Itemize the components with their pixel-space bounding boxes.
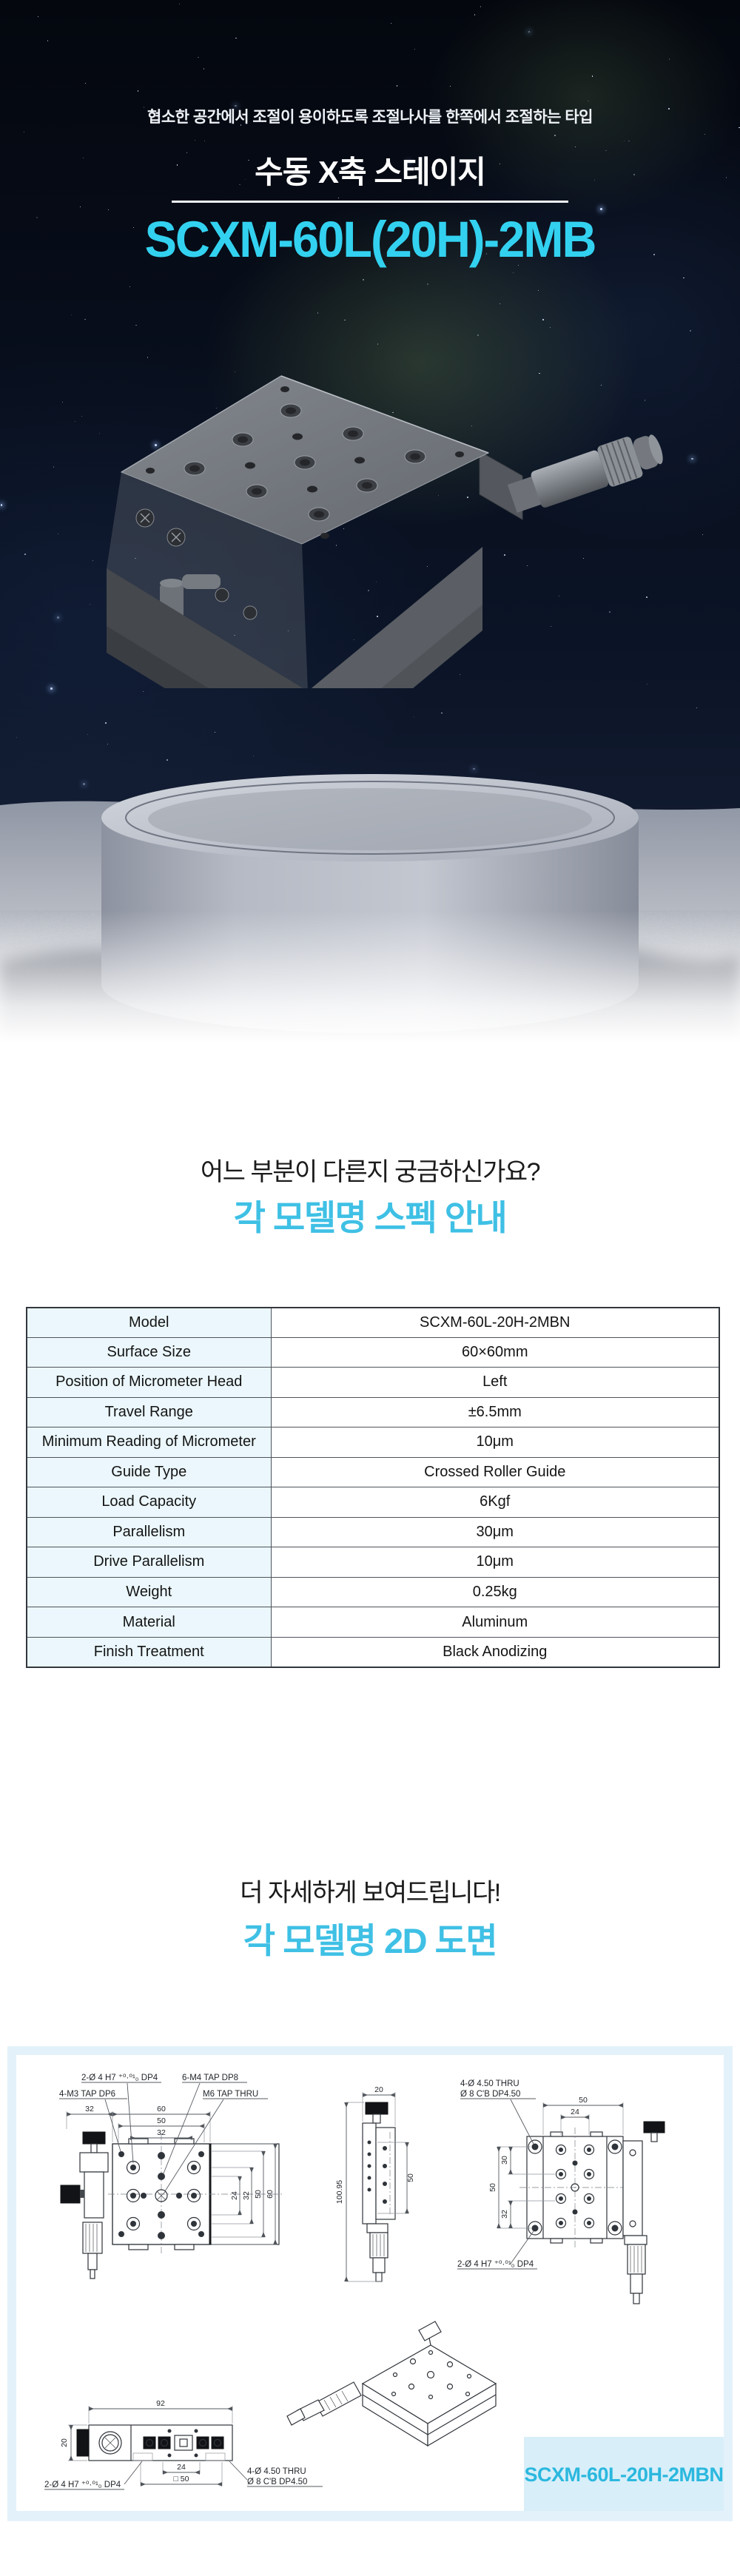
spec-value: 0.25kg (270, 1576, 720, 1608)
view-plan: 32 60 50 32 (59, 2074, 283, 2279)
spec-label: Parallelism (26, 1516, 272, 1548)
hero-section: 협소한 공간에서 조절이 용이하도록 조절나사를 한쪽에서 조절하는 타입 수동… (0, 0, 740, 1066)
spec-row: Minimum Reading of Micrometer 10μm (26, 1427, 720, 1458)
spec-label: Material (26, 1607, 272, 1638)
spec-value: 6Kgf (270, 1487, 720, 1518)
dim-label: 30 (500, 2156, 509, 2165)
technical-drawings: 32 60 50 32 (44, 2074, 724, 2511)
spec-label: Finish Treatment (26, 1636, 272, 1668)
drawing-model-label: SCXM-60L-20H-2MBN (524, 2437, 724, 2511)
spec-value: 10μm (270, 1427, 720, 1458)
dim-label: 50 (406, 2173, 415, 2182)
spec-row: Travel Range ±6.5mm (26, 1396, 720, 1428)
spec-row: Parallelism 30μm (26, 1516, 720, 1548)
hero-category-title: 수동 X축 스테이지 (255, 155, 486, 189)
spec-value: 60×60mm (270, 1336, 720, 1368)
spec-header-row: Model SCXM-60L-20H-2MBN (26, 1307, 720, 1338)
dim-label: 92 (156, 2399, 165, 2408)
spec-value: 30μm (270, 1516, 720, 1548)
spec-question: 어느 부분이 다른지 궁금하신가요? (200, 1158, 541, 1186)
dim-label: 60 (157, 2105, 166, 2113)
annotation-label: 4-Ø 4.50 THRU (247, 2467, 306, 2476)
spec-heading: 각 모델명 스펙 안내 (233, 1198, 508, 1237)
spec-row: Weight 0.25kg (26, 1576, 720, 1608)
view-front: 92 20 24 □ 50 2-Ø 4 H7 ⁺⁰·⁰¹₀ DP4 4-Ø 4.… (44, 2399, 323, 2490)
drawing-panel: 32 60 50 32 (7, 2046, 733, 2521)
annotation-label: 6-M4 TAP DP8 (182, 2074, 238, 2082)
spec-value: Crossed Roller Guide (270, 1456, 720, 1488)
dim-label: 50 (488, 2183, 497, 2192)
dim-label: 20 (60, 2438, 69, 2447)
spec-row: Finish Treatment Black Anodizing (26, 1636, 720, 1668)
spec-row: Load Capacity 6Kgf (26, 1487, 720, 1518)
hero-model-title: SCXM-60L(20H)-2MB (144, 211, 597, 268)
spec-table-body: Surface Size 60×60mm Position of Micromete… (26, 1336, 720, 1668)
spec-header-value: SCXM-60L-20H-2MBN (270, 1307, 720, 1338)
drawing-lead: 더 자세하게 보여드립니다! (240, 1879, 501, 1907)
annotation-label: 2-Ø 4 H7 ⁺⁰·⁰¹₀ DP4 (44, 2481, 121, 2489)
dim-label: 24 (177, 2463, 186, 2472)
spec-row: Position of Micrometer Head Left (26, 1367, 720, 1398)
dim-label: 20 (374, 2085, 383, 2094)
dim-label: 60 (266, 2190, 275, 2199)
spec-label: Guide Type (26, 1456, 272, 1488)
model-label-text: SCXM-60L-20H-2MBN (524, 2464, 723, 2486)
spec-row: Material Aluminum (26, 1607, 720, 1638)
product-3d-render (107, 375, 663, 688)
spec-value: ±6.5mm (270, 1396, 720, 1428)
spec-label: Travel Range (26, 1396, 272, 1428)
spec-label: Drive Parallelism (26, 1547, 272, 1578)
annotation-label: 4-M3 TAP DP6 (59, 2090, 115, 2099)
dim-label: 24 (230, 2191, 239, 2200)
dim-label: 32 (500, 2210, 509, 2219)
dim-label: 100.95 (335, 2180, 344, 2204)
spec-label: Surface Size (26, 1336, 272, 1368)
spec-table: Model SCXM-60L-20H-2MBN Surface Size 60×6… (26, 1307, 720, 1668)
spec-label: Weight (26, 1576, 272, 1608)
dim-label: 32 (157, 2128, 166, 2137)
dim-label: 50 (157, 2116, 166, 2125)
spec-label: Minimum Reading of Micrometer (26, 1427, 272, 1458)
annotation-label: 2-Ø 4 H7 ⁺⁰·⁰¹₀ DP4 (457, 2260, 534, 2269)
hero-tagline: 협소한 공간에서 조절이 용이하도록 조절나사를 한쪽에서 조절하는 타입 (147, 109, 593, 126)
dim-label: 24 (571, 2108, 579, 2116)
annotation-label: 2-Ø 4 H7 ⁺⁰·⁰¹₀ DP4 (81, 2074, 158, 2082)
annotation-label: M6 TAP THRU (203, 2090, 258, 2099)
hero-divider (172, 201, 568, 203)
dim-label: 32 (242, 2191, 251, 2200)
annotation-label: 4-Ø 4.50 THRU (460, 2079, 519, 2088)
dim-label: 32 (85, 2105, 94, 2113)
spec-label: Load Capacity (26, 1487, 272, 1518)
dim-label: □ 50 (174, 2475, 189, 2483)
drawing-canvas: 32 60 50 32 (16, 2055, 724, 2511)
spec-label: Position of Micrometer Head (26, 1367, 272, 1398)
annotation-label: Ø 8 C'B DP4.50 (460, 2090, 520, 2099)
spec-value: Left (270, 1367, 720, 1398)
spec-header-label: Model (26, 1307, 272, 1338)
dim-label: 50 (254, 2190, 263, 2199)
view-bottom: 50 24 30 32 50 4-Ø 4.50 THRU Ø 8 C'B DP4… (457, 2079, 665, 2304)
spec-row: Guide Type Crossed Roller Guide (26, 1456, 720, 1488)
spec-value: Aluminum (270, 1607, 720, 1638)
spec-value: Black Anodizing (270, 1636, 720, 1668)
annotation-label: Ø 8 C'B DP4.50 (247, 2478, 307, 2486)
view-side: 20 100.95 50 (335, 2085, 415, 2282)
spec-value: 10μm (270, 1547, 720, 1578)
hero-white-fade (0, 910, 740, 1066)
dim-label: 50 (579, 2096, 588, 2105)
spec-row: Drive Parallelism 10μm (26, 1547, 720, 1578)
spec-row: Surface Size 60×60mm (26, 1336, 720, 1368)
drawing-heading: 각 모델명 2D 도면 (243, 1921, 498, 1960)
view-isometric (286, 2321, 497, 2447)
